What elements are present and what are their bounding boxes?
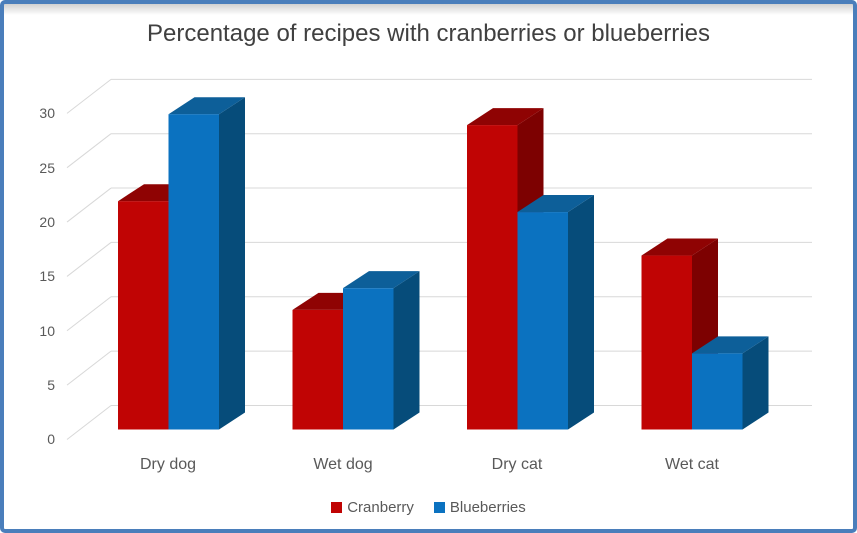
bar-blueberries-wet-dog-side <box>393 271 420 430</box>
x-category-label: Wet cat <box>665 456 719 473</box>
bar-blueberries-wet-cat-top <box>692 336 769 354</box>
bar-blueberries-dry-cat-side <box>568 195 594 430</box>
legend-item-cranberry: Cranberry <box>331 499 414 516</box>
legend: Cranberry Blueberries <box>4 497 853 517</box>
bar-blueberries-wet-cat <box>692 336 769 430</box>
legend-swatch-cranberry <box>331 501 343 513</box>
legend-label: Blueberries <box>449 498 526 516</box>
bar-blueberries-dry-dog <box>168 97 245 430</box>
y-tick-label: 10 <box>39 323 55 339</box>
legend-item-blueberries: Blueberries <box>433 498 526 516</box>
x-category-label: Dry cat <box>491 456 543 473</box>
y-tick-label: 15 <box>39 268 55 284</box>
bar-blueberries-dry-dog-front <box>168 114 219 430</box>
x-category-label: Wet dog <box>313 456 373 473</box>
gridline-depth <box>66 350 112 386</box>
bar-blueberries-wet-dog-top <box>343 271 420 289</box>
y-tick-label: 25 <box>39 160 55 176</box>
gridline-depth <box>66 242 112 277</box>
y-tick-label: 30 <box>39 105 55 121</box>
bar-blueberries-dry-cat-top <box>517 195 594 213</box>
bar-blueberries-wet-cat-front <box>692 353 743 430</box>
bar-cranberry-dry-cat-front <box>467 125 518 430</box>
gridline-depth <box>66 296 112 332</box>
y-tick-label: 0 <box>47 431 55 447</box>
bar-blueberries-wet-dog <box>343 271 420 430</box>
gridline-depth <box>66 133 112 169</box>
y-tick-label: 20 <box>39 214 55 230</box>
bar-cranberry-wet-cat-front <box>641 255 692 430</box>
y-tick-label: 5 <box>47 377 55 393</box>
bar-blueberries-dry-dog-top <box>168 97 245 115</box>
bar-cranberry-dry-dog-front <box>118 201 169 430</box>
bar-cranberry-wet-dog-front <box>292 309 343 430</box>
chart-title: Percentage of recipes with cranberries o… <box>147 20 710 47</box>
bar-blueberries-dry-dog-side <box>219 97 245 430</box>
x-category-label: Dry dog <box>139 456 197 473</box>
gridline-depth <box>66 78 112 114</box>
bar-blueberries-dry-cat-front <box>517 212 568 430</box>
legend-swatch-blueberries <box>433 501 445 513</box>
legend-label: Cranberry <box>347 498 414 516</box>
bar-cranberry-dry-cat-top <box>467 108 544 126</box>
gridline-depth <box>66 405 112 440</box>
plot-area <box>66 78 812 440</box>
bar-blueberries-dry-cat <box>517 195 594 430</box>
bar-blueberries-wet-dog-front <box>343 288 394 430</box>
bar-blueberries-wet-cat-side <box>742 336 769 430</box>
gridline-depth <box>66 187 112 223</box>
bar-cranberry-wet-cat-top <box>641 238 718 256</box>
